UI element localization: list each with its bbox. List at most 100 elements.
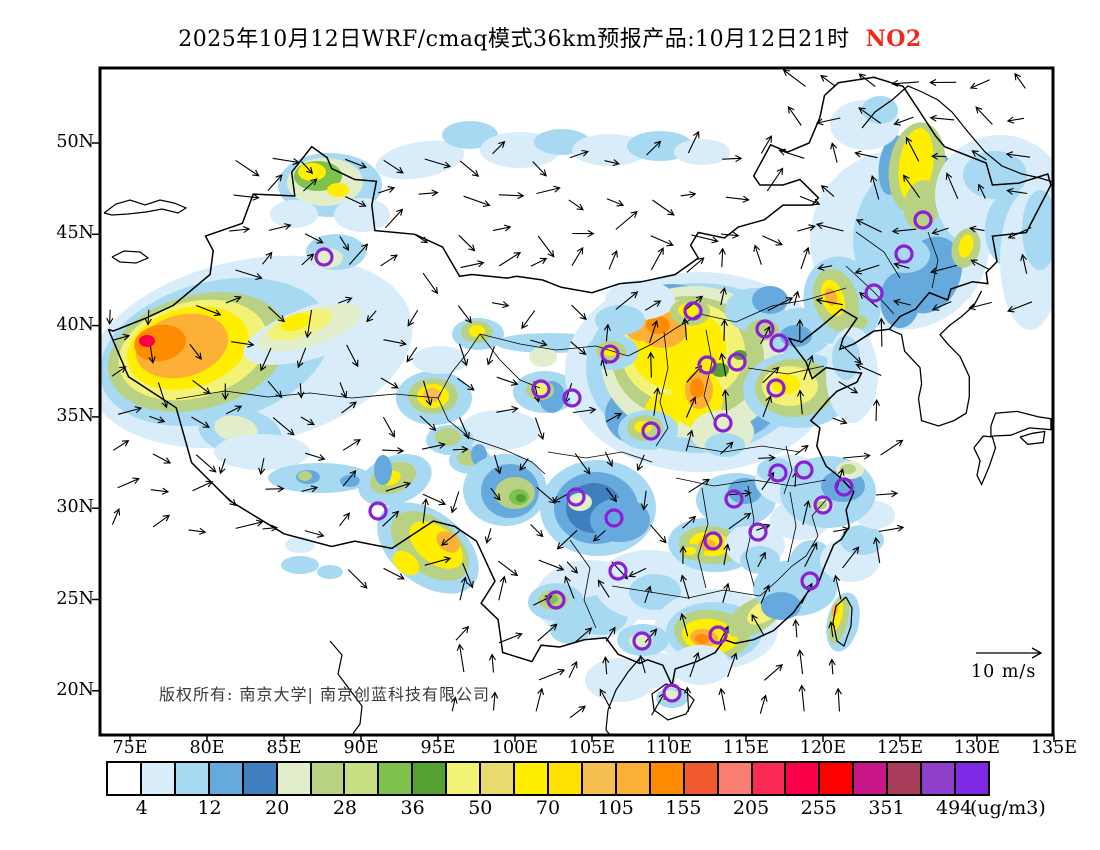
japan-kyushu-coastline <box>973 435 997 487</box>
station-marker <box>800 571 820 591</box>
wind-arrow <box>792 618 800 638</box>
taiwan-coastline <box>832 596 853 647</box>
lat-axis-label: 45N <box>56 223 94 244</box>
station-marker <box>604 508 624 528</box>
wind-arrow <box>762 366 780 384</box>
wind-arrow <box>519 457 529 472</box>
wind-arrow <box>262 251 273 265</box>
concentration-blob <box>695 633 709 645</box>
wind-arrow <box>649 319 659 343</box>
wind-arrow <box>681 317 689 341</box>
wind-arrow <box>679 612 689 637</box>
wind-arrow <box>573 406 597 414</box>
wind-arrow <box>760 135 772 154</box>
lon-axis-label: 75E <box>112 738 148 758</box>
lat-axis-label: 20N <box>56 679 94 700</box>
wind-arrow <box>486 346 495 366</box>
wind-arrow <box>599 688 612 709</box>
wind-arrow <box>573 627 593 644</box>
concentration-blob <box>529 347 557 367</box>
wind-arrow <box>721 388 730 415</box>
wind-arrow <box>760 584 770 604</box>
wind-arrow <box>342 439 361 451</box>
concentration-blob <box>840 525 884 555</box>
wind-arrow <box>753 244 762 265</box>
wind-arrow <box>682 515 697 529</box>
wind-arrow <box>798 684 806 712</box>
wind-arrow <box>689 651 700 678</box>
wind-arrow <box>971 150 987 161</box>
wind-arrow <box>338 296 353 304</box>
wind-arrow <box>945 172 959 200</box>
wind-arrow <box>536 185 561 195</box>
wind-arrow <box>797 224 816 232</box>
wind-arrow <box>602 656 610 675</box>
wind-arrow <box>218 458 226 475</box>
concentration-blob <box>880 237 930 273</box>
wind-arrow <box>113 440 130 451</box>
wind-arrow <box>235 159 260 177</box>
wind-arrow <box>830 142 838 163</box>
province-boundary <box>927 231 939 289</box>
station-marker <box>766 378 786 398</box>
wind-arrow <box>192 480 214 492</box>
wind-arrow <box>605 487 618 503</box>
wind-arrow <box>842 546 860 569</box>
wind-arrow <box>902 174 921 199</box>
wind-arrow <box>858 107 882 124</box>
wind-arrow <box>407 309 419 327</box>
wind-arrow <box>570 341 587 356</box>
wind-arrow <box>636 454 645 472</box>
concentration-blob <box>436 531 460 553</box>
wind-arrow <box>878 524 905 533</box>
wind-arrow <box>552 493 568 503</box>
wind-arrow <box>150 487 170 495</box>
lat-axis-label: 30N <box>56 497 94 518</box>
colorbar-tick-label: 70 <box>535 797 561 819</box>
wind-arrow <box>192 379 211 395</box>
wind-arrow <box>719 352 727 377</box>
wind-arrow <box>537 623 558 642</box>
colorbar-cell <box>684 763 719 794</box>
colorbar-cell <box>956 763 988 794</box>
colorbar-cell <box>718 763 753 794</box>
wind-arrow <box>649 524 667 544</box>
wind-arrow <box>718 687 726 711</box>
wind-arrow <box>815 117 841 126</box>
wind-arrow <box>751 613 764 635</box>
wind-arrow <box>221 383 229 401</box>
wind-arrow <box>414 233 429 244</box>
concentration-blob <box>298 471 312 481</box>
wind-arrow <box>760 325 771 345</box>
station-marker <box>697 355 717 375</box>
station-marker <box>562 388 582 408</box>
concentration-blob <box>412 346 468 374</box>
lon-axis-label: 100E <box>491 738 539 758</box>
province-boundary <box>783 445 793 495</box>
station-marker <box>566 487 586 507</box>
wind-arrow <box>297 383 305 399</box>
wind-arrow <box>339 382 348 399</box>
concentration-blob <box>761 592 801 620</box>
wind-arrow <box>727 652 738 678</box>
wind-arrow <box>834 687 842 712</box>
concentration-blob <box>585 658 655 702</box>
wind-arrow <box>458 417 470 440</box>
wind-arrow <box>538 559 565 572</box>
concentration-blob <box>317 565 343 579</box>
wind-arrow <box>456 377 475 391</box>
wind-arrow <box>606 412 623 423</box>
wind-arrow <box>196 304 222 317</box>
wind-arrow <box>380 377 399 389</box>
concentration-blob <box>139 335 155 347</box>
wind-arrow <box>347 569 368 589</box>
wind-arrow <box>191 416 211 428</box>
wind-arrow <box>226 405 243 415</box>
wind-arrow <box>684 686 692 712</box>
province-boundary <box>687 445 801 453</box>
wind-arrow <box>855 363 882 377</box>
colorbar-cell <box>379 763 414 794</box>
wind-arrow <box>484 528 492 545</box>
wind-arrow <box>640 490 648 511</box>
